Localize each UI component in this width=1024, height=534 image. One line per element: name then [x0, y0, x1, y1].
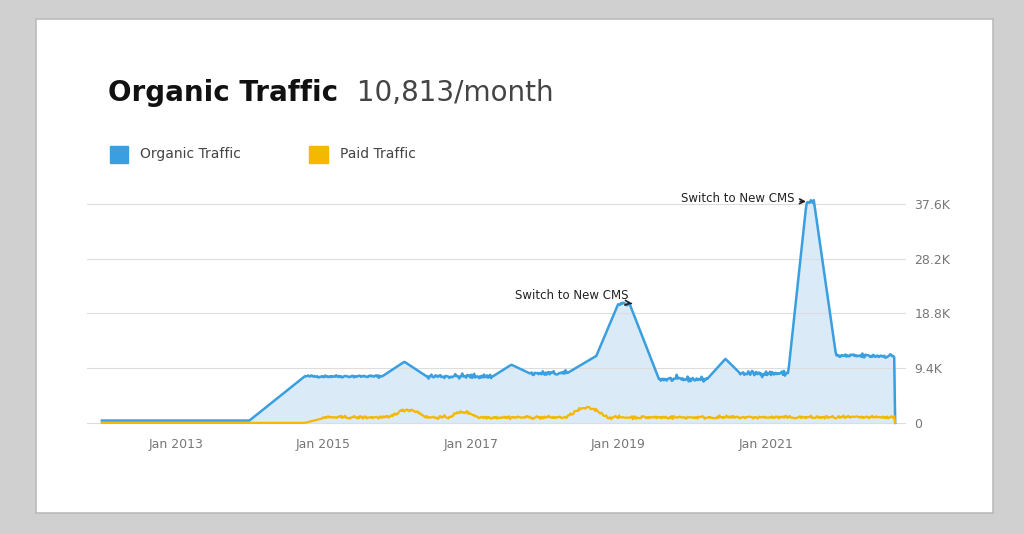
Text: Organic Traffic: Organic Traffic [108, 79, 338, 107]
Text: Switch to New CMS: Switch to New CMS [515, 289, 632, 305]
Text: Switch to New CMS: Switch to New CMS [681, 192, 804, 205]
Text: Organic Traffic: Organic Traffic [140, 147, 242, 161]
Text: 10,813/month: 10,813/month [348, 79, 554, 107]
Text: Paid Traffic: Paid Traffic [340, 147, 416, 161]
